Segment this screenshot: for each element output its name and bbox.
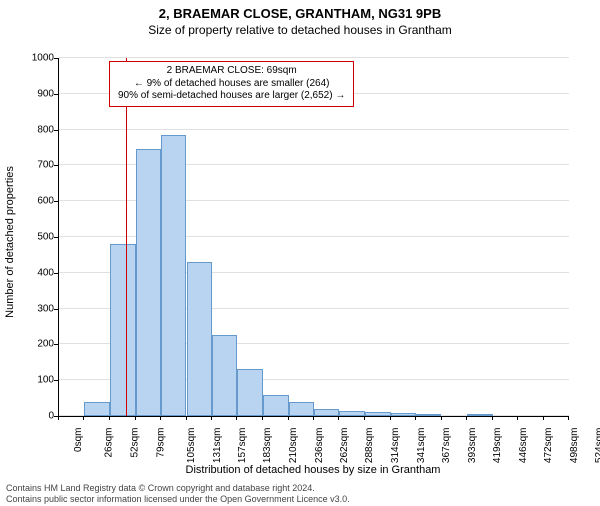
- x-tick-label: 157sqm: [237, 428, 248, 464]
- reference-line: [126, 58, 127, 416]
- histogram-bar: [161, 135, 186, 416]
- histogram-bar: [263, 395, 288, 416]
- x-tick-label: 419sqm: [492, 428, 503, 464]
- x-tick-label: 314sqm: [390, 428, 401, 464]
- x-tick-mark: [466, 416, 467, 420]
- x-tick-label: 262sqm: [339, 428, 350, 464]
- x-tick-label: 52sqm: [129, 428, 140, 458]
- x-tick-mark: [109, 416, 110, 420]
- x-tick-mark: [390, 416, 391, 420]
- histogram-bar: [237, 369, 263, 416]
- histogram-bar: [314, 409, 339, 416]
- x-tick-mark: [364, 416, 365, 420]
- footer-attribution: Contains HM Land Registry data © Crown c…: [6, 483, 350, 504]
- x-tick-label: 288sqm: [364, 428, 375, 464]
- annotation-line1: 2 BRAEMAR CLOSE: 69sqm: [118, 65, 345, 78]
- x-tick-mark: [338, 416, 339, 420]
- y-tick-label: 700: [14, 160, 54, 171]
- x-tick-mark: [517, 416, 518, 420]
- x-tick-label: 105sqm: [186, 428, 197, 464]
- x-tick-mark: [236, 416, 237, 420]
- x-tick-mark: [58, 416, 59, 420]
- annotation-line2: ← 9% of detached houses are smaller (264…: [118, 78, 345, 91]
- histogram-bar: [187, 262, 212, 416]
- y-tick-label: 200: [14, 339, 54, 350]
- footer-line2: Contains public sector information licen…: [6, 494, 350, 504]
- x-tick-mark: [83, 416, 84, 420]
- histogram-chart: 2 BRAEMAR CLOSE: 69sqm← 9% of detached h…: [58, 58, 569, 417]
- x-tick-label: 236sqm: [314, 428, 325, 464]
- y-tick-label: 1000: [14, 53, 54, 64]
- y-tick-mark: [54, 58, 58, 59]
- histogram-bar: [416, 414, 441, 416]
- histogram-bar: [467, 414, 493, 416]
- footer-line1: Contains HM Land Registry data © Crown c…: [6, 483, 315, 493]
- x-tick-label: 393sqm: [467, 428, 478, 464]
- y-tick-mark: [54, 344, 58, 345]
- x-tick-label: 26sqm: [104, 428, 115, 458]
- x-tick-mark: [186, 416, 187, 420]
- x-axis-title: Distribution of detached houses by size …: [58, 464, 568, 476]
- annotation-box: 2 BRAEMAR CLOSE: 69sqm← 9% of detached h…: [109, 61, 354, 107]
- y-tick-label: 100: [14, 375, 54, 386]
- gridline: [59, 129, 569, 130]
- y-tick-label: 900: [14, 88, 54, 99]
- histogram-bar: [391, 413, 416, 416]
- page-subtitle: Size of property relative to detached ho…: [0, 23, 600, 37]
- y-tick-label: 800: [14, 124, 54, 135]
- gridline: [59, 57, 569, 58]
- page-title: 2, BRAEMAR CLOSE, GRANTHAM, NG31 9PB: [0, 6, 600, 21]
- x-tick-label: 524sqm: [594, 428, 600, 464]
- x-tick-mark: [492, 416, 493, 420]
- x-tick-mark: [135, 416, 136, 420]
- y-tick-mark: [54, 165, 58, 166]
- y-tick-mark: [54, 309, 58, 310]
- x-tick-mark: [313, 416, 314, 420]
- x-tick-mark: [262, 416, 263, 420]
- y-tick-label: 400: [14, 267, 54, 278]
- y-tick-mark: [54, 380, 58, 381]
- x-tick-label: 183sqm: [262, 428, 273, 464]
- histogram-bar: [289, 402, 314, 416]
- x-tick-label: 472sqm: [543, 428, 554, 464]
- x-tick-label: 131sqm: [212, 428, 223, 464]
- x-tick-mark: [543, 416, 544, 420]
- x-tick-mark: [441, 416, 442, 420]
- y-tick-mark: [54, 130, 58, 131]
- histogram-bar: [339, 411, 364, 416]
- y-tick-label: 500: [14, 232, 54, 243]
- y-tick-mark: [54, 94, 58, 95]
- x-tick-label: 367sqm: [441, 428, 452, 464]
- y-tick-label: 0: [14, 411, 54, 422]
- x-tick-label: 498sqm: [569, 428, 580, 464]
- y-tick-mark: [54, 237, 58, 238]
- x-tick-mark: [415, 416, 416, 420]
- x-tick-mark: [288, 416, 289, 420]
- y-tick-mark: [54, 273, 58, 274]
- x-tick-mark: [160, 416, 161, 420]
- x-tick-label: 79sqm: [155, 428, 166, 458]
- histogram-bar: [365, 412, 391, 416]
- x-tick-label: 0sqm: [73, 428, 84, 452]
- annotation-line3: 90% of semi-detached houses are larger (…: [118, 90, 345, 103]
- histogram-bar: [136, 149, 161, 416]
- histogram-bar: [84, 402, 109, 416]
- x-tick-label: 341sqm: [416, 428, 427, 464]
- histogram-bar: [110, 244, 136, 416]
- y-tick-label: 600: [14, 196, 54, 207]
- y-tick-mark: [54, 201, 58, 202]
- histogram-bar: [212, 335, 237, 416]
- x-tick-label: 446sqm: [518, 428, 529, 464]
- y-tick-label: 300: [14, 303, 54, 314]
- x-tick-mark: [211, 416, 212, 420]
- x-tick-mark: [568, 416, 569, 420]
- x-tick-label: 210sqm: [288, 428, 299, 464]
